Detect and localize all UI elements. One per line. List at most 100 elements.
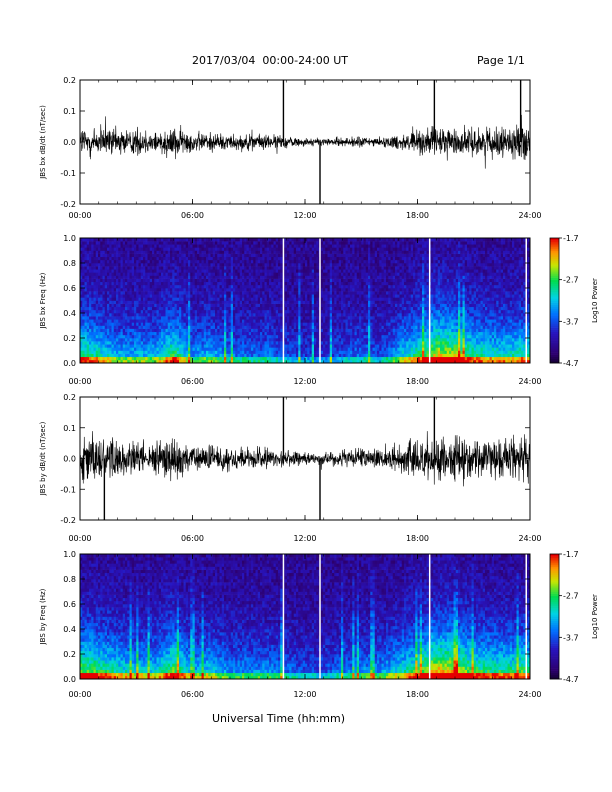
- heatmap-cell: [235, 244, 238, 248]
- heatmap-cell: [161, 334, 164, 339]
- heatmap-cell: [278, 347, 281, 351]
- heatmap-cell: [109, 319, 112, 323]
- heatmap-cell: [350, 250, 353, 254]
- heatmap-cell: [352, 244, 355, 248]
- heatmap-cell: [84, 334, 88, 339]
- heatmap-cell: [269, 359, 272, 364]
- heatmap-cell: [296, 281, 299, 286]
- heatmap-cell: [228, 334, 232, 339]
- heatmap-cell: [212, 291, 216, 295]
- heatmap-cell: [84, 316, 88, 320]
- heatmap-cell: [323, 322, 326, 326]
- heatmap-cell: [172, 350, 175, 354]
- heatmap-cell: [179, 344, 182, 348]
- heatmap-cell: [118, 253, 121, 258]
- heatmap-cell: [210, 356, 214, 361]
- heatmap-cell: [143, 259, 146, 264]
- heatmap-cell: [80, 334, 83, 339]
- heatmap-cell: [104, 275, 108, 279]
- heatmap-cell: [226, 331, 229, 336]
- heatmap-cell: [192, 294, 196, 298]
- heatmap-cell: [251, 347, 254, 351]
- heatmap-cell: [127, 281, 130, 286]
- heatmap-cell: [275, 313, 279, 317]
- heatmap-cell: [127, 341, 130, 345]
- heatmap-cell: [320, 250, 324, 254]
- heatmap-cell: [300, 347, 304, 351]
- heatmap-cell: [244, 316, 247, 320]
- heatmap-cell: [152, 291, 155, 295]
- heatmap-cell: [91, 303, 94, 308]
- heatmap-cell: [113, 347, 117, 351]
- heatmap-cell: [221, 309, 225, 314]
- heatmap-cell: [242, 250, 245, 254]
- heatmap-cell: [80, 250, 83, 254]
- heatmap-cell: [334, 263, 337, 267]
- heatmap-cell: [174, 328, 178, 333]
- heatmap-cell: [248, 322, 252, 326]
- heatmap-cell: [327, 247, 331, 251]
- heatmap-cell: [190, 294, 193, 298]
- heatmap-cell: [296, 306, 299, 311]
- heatmap-cell: [116, 284, 119, 289]
- heatmap-cell: [149, 241, 153, 245]
- heatmap-cell: [111, 269, 115, 273]
- heatmap-cell: [98, 350, 101, 354]
- heatmap-cell: [167, 309, 171, 314]
- heatmap-cell: [176, 263, 180, 267]
- heatmap-cell: [341, 259, 344, 264]
- heatmap-cell: [266, 266, 270, 270]
- heatmap-cell: [228, 253, 232, 258]
- heatmap-cell: [325, 250, 328, 254]
- heatmap-cell: [334, 359, 337, 364]
- heatmap-cell: [107, 247, 110, 251]
- heatmap-cell: [224, 278, 227, 283]
- heatmap-cell: [127, 291, 130, 295]
- heatmap-cell: [107, 288, 110, 292]
- heatmap-cell: [300, 316, 304, 320]
- heatmap-cell: [255, 241, 259, 245]
- heatmap-cell: [237, 316, 241, 320]
- heatmap-cell: [208, 297, 211, 301]
- heatmap-cell: [239, 253, 243, 258]
- heatmap-cell: [95, 322, 99, 326]
- heatmap-cell: [273, 266, 277, 270]
- heatmap-cell: [104, 319, 108, 323]
- heatmap-cell: [244, 266, 247, 270]
- heatmap-cell: [185, 238, 189, 242]
- heatmap-cell: [210, 347, 214, 351]
- heatmap-cell: [309, 334, 313, 339]
- heatmap-cell: [293, 322, 297, 326]
- heatmap-cell: [197, 259, 200, 264]
- heatmap-cell: [206, 247, 209, 251]
- heatmap-cell: [217, 353, 220, 358]
- heatmap-cell: [149, 291, 153, 295]
- heatmap-cell: [336, 325, 340, 329]
- heatmap-cell: [134, 241, 137, 245]
- heatmap-cell: [257, 359, 261, 364]
- heatmap-cell: [201, 313, 205, 317]
- heatmap-cell: [111, 275, 115, 279]
- heatmap-cell: [161, 244, 164, 248]
- heatmap-cell: [284, 334, 288, 339]
- heatmap-cell: [122, 319, 126, 323]
- heatmap-cell: [80, 253, 83, 258]
- heatmap-cell: [323, 319, 326, 323]
- heatmap-cell: [345, 313, 349, 317]
- heatmap-cell: [107, 331, 110, 336]
- heatmap-cell: [235, 334, 238, 339]
- heatmap-cell: [154, 359, 157, 364]
- heatmap-cell: [93, 278, 97, 283]
- heatmap-cell: [125, 356, 128, 361]
- heatmap-cell: [82, 256, 85, 261]
- heatmap-cell: [271, 269, 274, 273]
- heatmap-cell: [116, 253, 119, 258]
- heatmap-cell: [219, 269, 223, 273]
- heatmap-cell: [140, 356, 144, 361]
- heatmap-cell: [91, 359, 94, 364]
- heatmap-cell: [118, 331, 121, 336]
- heatmap-cell: [80, 353, 83, 358]
- heatmap-cell: [298, 306, 301, 311]
- heatmap-cell: [248, 269, 252, 273]
- heatmap-cell: [262, 259, 265, 264]
